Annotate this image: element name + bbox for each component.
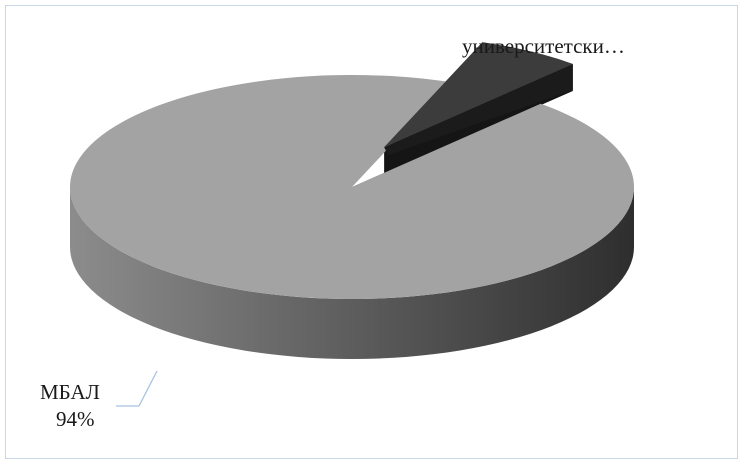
slice-mbal-side	[70, 187, 634, 359]
slice-mbal-top	[69, 74, 634, 299]
slice-mbal	[69, 74, 634, 359]
slice-university-edge	[384, 63, 573, 156]
data-label-university: университетски…	[462, 34, 625, 58]
data-label-mbal-percent: 94%	[56, 407, 95, 431]
slice-university-top-face	[384, 42, 573, 148]
data-label-mbal-name: МБАЛ	[40, 380, 100, 404]
leader-line-mbal	[116, 370, 158, 407]
